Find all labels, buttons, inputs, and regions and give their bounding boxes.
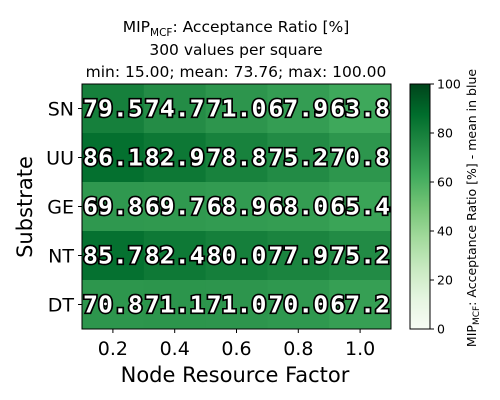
chart-title-suffix: : Acceptance Ratio [%] [172,18,349,36]
y-tick-label: SN [48,99,74,121]
x-axis-ticks: 0.2 0.4 0.6 0.8 1.0 [98,329,375,360]
heatmap-cell-ge-2 [205,182,268,232]
heatmap-cell-label-dt-3: 70.0 [268,293,328,319]
heatmap-cell-uu-3 [267,133,330,183]
heatmap-cell-ge-4 [329,182,392,232]
colorbar-tick-label: 20 [437,273,453,288]
heatmap-cell-uu-0 [82,133,145,183]
colorbar-label-subscript: MCF [472,306,482,325]
x-tick-label: 0.2 [98,338,128,360]
heatmap-cell-label-uu-2: 78.8 [207,146,267,172]
heatmap-cell-dt-0 [82,280,145,330]
colorbar-tick-label: 100 [437,77,461,92]
heatmap-cell-label-ge-2: 68.9 [207,195,267,221]
heatmap-cell-uu-2 [205,133,268,183]
heatmap-cell-label-uu-4: 70.8 [330,146,390,172]
y-axis-ticks: SN UU GE NT DT [46,99,82,317]
heatmap-cell-sn-0 [82,84,145,134]
heatmap-cell-label-nt-4: 75.2 [330,244,390,270]
y-axis-title: Substrate [13,156,37,258]
heatmap-cell-label-dt-2: 71.0 [207,293,267,319]
heatmap-cell-nt-4 [329,231,392,281]
colorbar-tick-label: 40 [437,224,453,239]
chart-title-subscript: MCF [150,27,172,39]
heatmap-cell-label-nt-3: 77.9 [268,244,328,270]
y-tick-label: GE [47,197,74,219]
heatmap-cell-dt-1 [143,280,207,330]
heatmap-cell-ge-0 [82,182,145,232]
heatmap-cell-sn-2 [205,84,268,134]
colorbar-label: MIPMCF: Acceptance Ratio [%] - mean in b… [464,69,482,347]
heatmap-cell-sn-1 [143,84,207,134]
heatmap-cell-label-nt-1: 82.4 [145,244,205,270]
heatmap-cell-label-dt-1: 71.1 [145,293,205,319]
y-tick-label: DT [48,295,75,317]
colorbar-ticks: 0 20 40 60 80 100 [430,77,461,337]
colorbar-tick-label: 60 [437,175,453,190]
chart-title: MIPMCF: Acceptance Ratio [%] [123,18,350,39]
colorbar-label-prefix: MIP [464,325,479,347]
heatmap-cell-labels: 79.5 74.7 71.0 67.9 63.886.1 82.9 78.8 75.2 70.8… [81,95,391,320]
heatmap-cell-label-sn-2: 71.0 [207,97,267,123]
heatmap-cell-ge-3 [267,182,330,232]
heatmap-cell-label-nt-0: 85.7 [83,244,143,270]
colorbar-label-suffix: : Acceptance Ratio [%] - mean in blue [464,69,479,306]
heatmap-cell-label-nt-2: 80.0 [207,244,267,270]
heatmap-cell-label-uu-3: 75.2 [268,146,328,172]
colorbar-tick-label: 0 [437,322,445,337]
x-tick-label: 0.4 [160,338,190,360]
y-tick-label: NT [48,246,74,268]
heatmap-cell-sn-4 [329,84,392,134]
colorbar [409,83,431,330]
heatmap-cell-dt-2 [205,280,268,330]
heatmap-cell-sn-3 [267,84,330,134]
heatmap-cell-dt-3 [267,280,330,330]
chart-title-prefix: MIP [123,18,150,36]
heatmap-cell-label-ge-0: 69.8 [83,195,143,221]
heatmap-cell-dt-4 [329,280,392,330]
heatmap-cells [82,84,392,330]
heatmap-cell-label-dt-4: 67.2 [330,293,390,319]
heatmap-cell-uu-4 [329,133,392,183]
chart-stats-line: min: 15.00; mean: 73.76; max: 100.00 [86,63,387,81]
heatmap-cell-label-ge-4: 65.4 [330,195,390,221]
heatmap-cell-label-sn-1: 74.7 [145,97,205,123]
heatmap-cell-label-sn-0: 79.5 [83,97,143,123]
heatmap-cell-label-sn-4: 63.8 [330,97,390,123]
x-tick-label: 0.6 [221,338,251,360]
heatmap-cell-label-dt-0: 70.8 [83,293,143,319]
heatmap-cell-nt-3 [267,231,330,281]
heatmap-cell-label-uu-1: 82.9 [145,146,205,172]
heatmap-cell-nt-2 [205,231,268,281]
heatmap-cell-ge-1 [143,182,207,232]
x-tick-label: 0.8 [283,338,313,360]
x-tick-label: 1.0 [345,338,375,360]
heatmap-cell-nt-1 [143,231,207,281]
heatmap-cell-uu-1 [143,133,207,183]
heatmap-cell-label-ge-1: 69.7 [145,195,205,221]
heatmap-cell-label-sn-3: 67.9 [268,97,328,123]
x-axis-title: Node Resource Factor [121,363,350,387]
colorbar-tick-label: 80 [437,126,453,141]
heatmap-cell-label-uu-0: 86.1 [83,146,143,172]
y-tick-label: UU [46,148,74,170]
chart-subtitle: 300 values per square [149,41,322,59]
heatmap-cell-label-ge-3: 68.0 [268,195,328,221]
heatmap-cell-nt-0 [82,231,145,281]
